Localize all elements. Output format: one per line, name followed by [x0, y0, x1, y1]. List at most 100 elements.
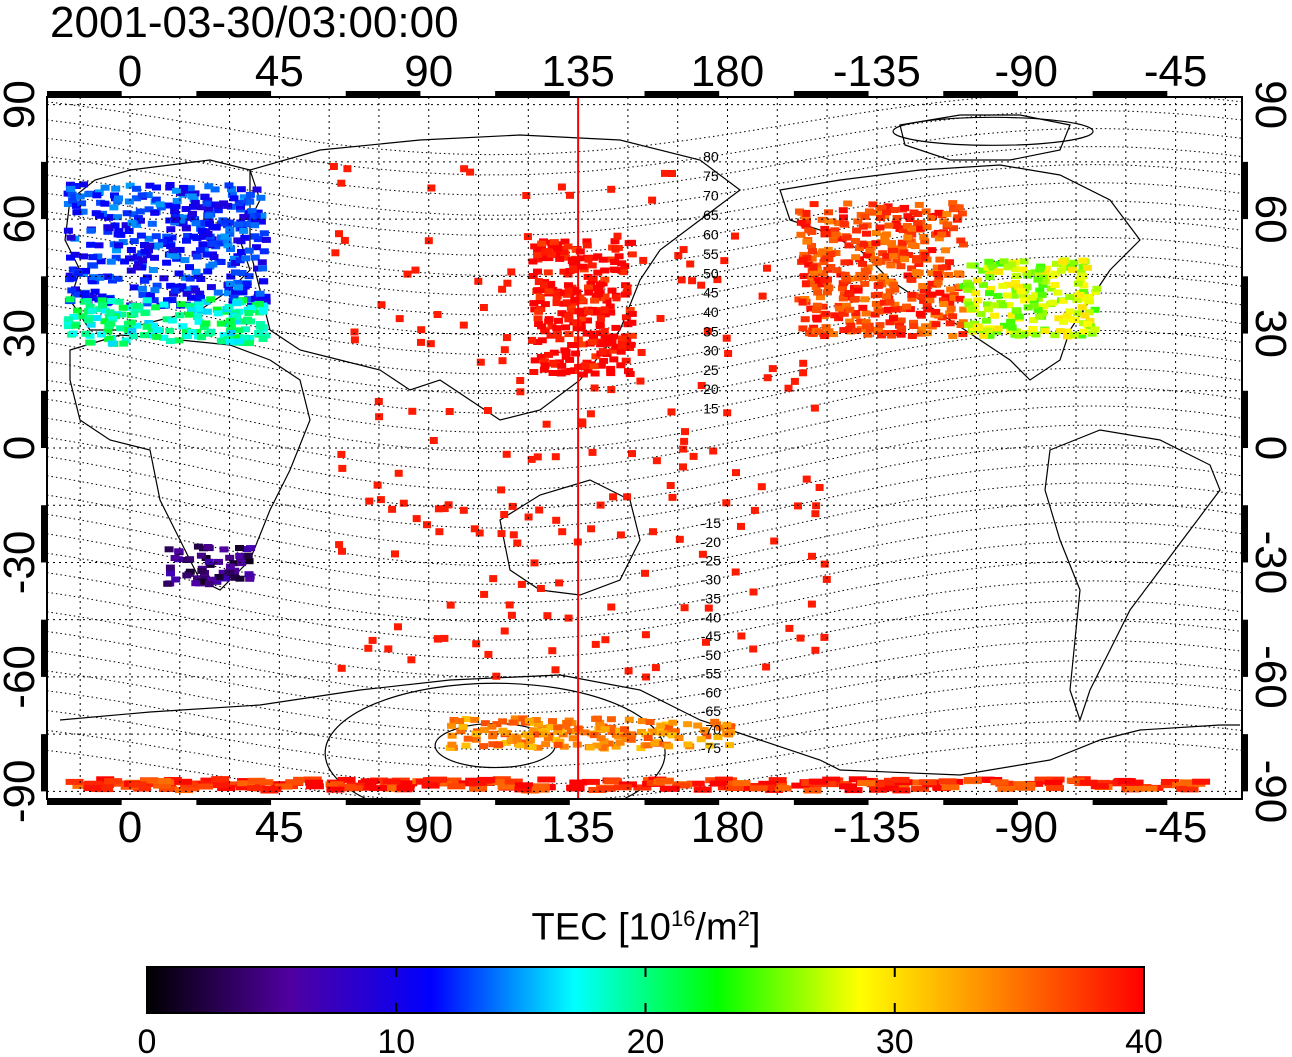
- tec-cell: [1062, 328, 1072, 335]
- tec-cell: [204, 558, 214, 565]
- tec-cell: [993, 325, 1003, 332]
- lon-tick-label-bottom: 45: [255, 803, 304, 852]
- tec-cell: [1046, 285, 1056, 292]
- tec-cell: [725, 785, 744, 792]
- tec-cell: [643, 742, 653, 749]
- tec-cell: [167, 317, 177, 324]
- tec-cell: [799, 369, 808, 377]
- tec-cell: [536, 354, 546, 360]
- tec-cell: [763, 264, 771, 272]
- tec-cell: [823, 246, 833, 253]
- tec-cell: [652, 457, 661, 465]
- tec-cell: [96, 781, 115, 788]
- tec-cell: [533, 731, 543, 738]
- contour-label: 50: [703, 265, 719, 281]
- tec-cell: [686, 260, 695, 268]
- frame-tick-bars: [41, 91, 1248, 805]
- tec-cell: [108, 277, 117, 284]
- tec-cell: [537, 323, 547, 330]
- tec-cell: [1007, 261, 1017, 268]
- tec-cell: [446, 601, 455, 609]
- tec-cell: [795, 208, 804, 215]
- tec-cell: [225, 554, 235, 561]
- tec-cell: [459, 506, 468, 514]
- tec-cell: [558, 528, 567, 536]
- frame-tick-bar: [495, 799, 570, 805]
- tec-cell: [63, 227, 73, 234]
- tec-cell: [1058, 263, 1068, 270]
- tec-cell: [213, 207, 223, 214]
- tec-cell: [1075, 292, 1085, 298]
- tec-cell: [897, 239, 907, 246]
- tec-cell: [584, 309, 593, 316]
- tec-cell: [902, 303, 912, 310]
- lon-tick-label-top: 0: [118, 47, 142, 96]
- tec-cell: [185, 556, 195, 563]
- tec-cell: [216, 320, 226, 327]
- tec-cell: [182, 290, 192, 297]
- frame-tick-bar: [47, 799, 122, 805]
- tec-cell: [187, 307, 196, 314]
- lat-tick-label-left: 0: [0, 436, 44, 460]
- tec-cell: [190, 199, 200, 206]
- tec-cell: [65, 778, 84, 785]
- tec-cell: [542, 420, 551, 428]
- tec-cell: [194, 318, 204, 325]
- tec-cell: [86, 321, 96, 328]
- tec-cell: [200, 193, 210, 200]
- tec-cell: [834, 220, 844, 227]
- tec-cell: [931, 308, 941, 315]
- tec-cell: [588, 448, 597, 456]
- tec-cell: [421, 782, 440, 789]
- tec-cell: [1058, 297, 1068, 304]
- tec-cell: [627, 251, 637, 258]
- tec-cell: [598, 348, 607, 356]
- frame-tick-bar: [41, 619, 47, 677]
- colorbar-tick-label: 20: [627, 1023, 665, 1057]
- tec-cell: [770, 784, 789, 791]
- tec-cell: [939, 218, 949, 225]
- tec-cell: [544, 351, 553, 358]
- tec-cell: [907, 242, 917, 248]
- tec-cell: [370, 777, 389, 784]
- tec-cell: [702, 733, 712, 740]
- tec-cell: [891, 776, 910, 783]
- tec-cell: [553, 741, 563, 748]
- tec-cell: [261, 298, 271, 305]
- tec-cell: [239, 227, 249, 234]
- tec-cell: [1076, 269, 1086, 276]
- tec-cell: [145, 293, 155, 300]
- colorbar-tick-label: 30: [876, 1023, 914, 1057]
- tec-cell: [892, 223, 902, 229]
- tec-cell: [218, 569, 228, 576]
- tec-cell: [235, 257, 245, 264]
- frame-tick-bar: [47, 91, 122, 97]
- tec-cell: [688, 277, 697, 285]
- tec-cell: [830, 227, 840, 234]
- tec-cell: [174, 337, 184, 344]
- tec-cell: [66, 185, 76, 192]
- tec-cell: [548, 718, 557, 725]
- tec-cell: [1007, 324, 1017, 331]
- tec-cell: [461, 742, 471, 749]
- tec-cell: [70, 251, 80, 258]
- tec-cell: [600, 311, 610, 318]
- tec-cell: [696, 736, 706, 743]
- tec-cell: [830, 312, 840, 319]
- tec-cell: [681, 428, 689, 436]
- tec-cell: [86, 227, 96, 234]
- tec-cell: [922, 302, 932, 309]
- contour-label: 70: [703, 187, 719, 203]
- tec-cell: [502, 450, 511, 458]
- tec-cell: [149, 297, 159, 304]
- tec-cell: [1055, 328, 1065, 335]
- tec-cell: [882, 253, 892, 259]
- tec-cell: [853, 275, 863, 282]
- tec-cell: [111, 254, 121, 261]
- tec-cell: [802, 217, 811, 224]
- tec-cell: [912, 255, 922, 262]
- tec-cell: [749, 785, 768, 792]
- lon-tick-label-top: 180: [691, 47, 764, 96]
- tec-cell: [725, 742, 734, 749]
- tec-cell: [164, 546, 174, 553]
